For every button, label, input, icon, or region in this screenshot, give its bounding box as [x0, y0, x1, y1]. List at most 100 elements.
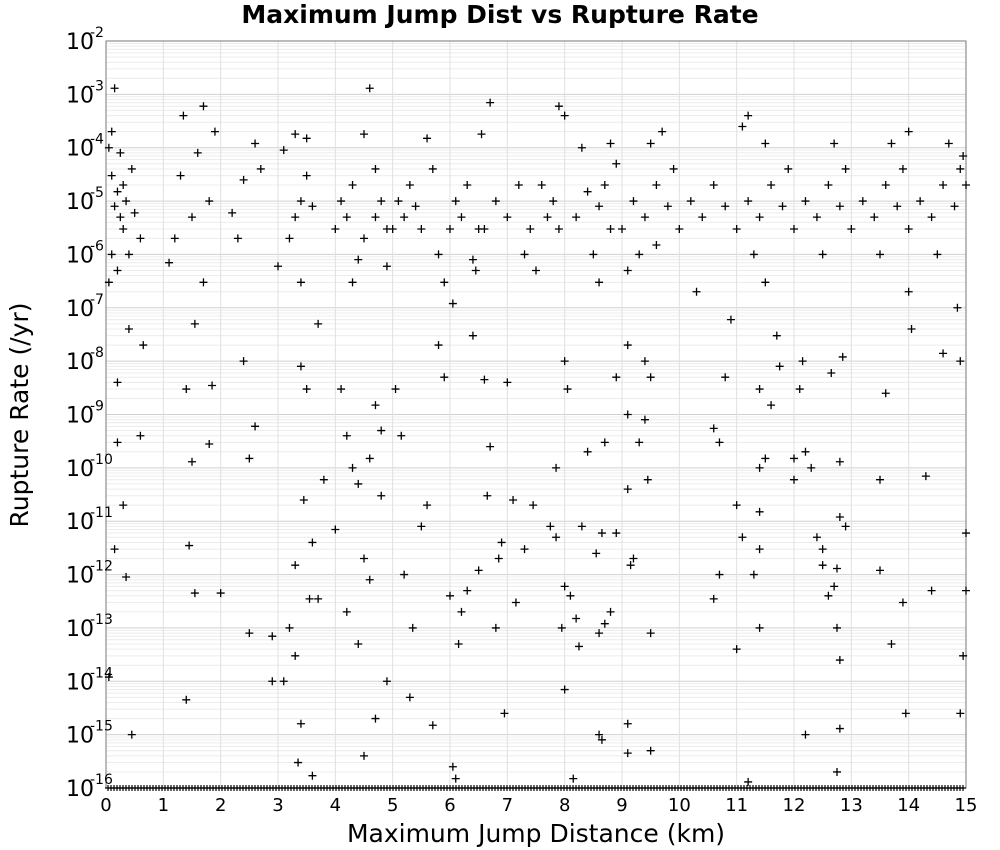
data-point — [956, 357, 965, 366]
data-point — [595, 629, 604, 638]
data-point — [520, 250, 529, 259]
data-point — [107, 250, 116, 259]
data-point — [119, 501, 128, 510]
data-point — [554, 102, 563, 111]
data-point — [360, 130, 368, 139]
data-points — [104, 84, 970, 791]
data-point — [104, 673, 113, 682]
data-point — [205, 439, 214, 448]
y-tick-exponent: -4 — [90, 132, 104, 148]
data-point — [305, 594, 314, 603]
data-point — [606, 607, 615, 616]
data-point — [107, 127, 116, 136]
x-tick-label: 2 — [215, 795, 226, 816]
data-point — [124, 250, 133, 259]
data-point — [365, 575, 374, 584]
data-point — [491, 623, 500, 632]
y-tick-label: 10-7 — [66, 292, 104, 322]
data-point — [480, 375, 489, 384]
data-point — [732, 501, 741, 510]
data-point — [597, 529, 606, 538]
y-tick-exponent: -8 — [90, 345, 104, 361]
y-tick-exponent: -15 — [90, 719, 113, 735]
data-point — [801, 447, 810, 456]
data-point — [122, 197, 131, 206]
x-tick-label: 9 — [616, 795, 627, 816]
data-point — [463, 181, 472, 190]
x-axis-ticks: 0 1 2 3 4 5 6 7 8 9 10 11 12 13 14 15 — [100, 795, 977, 816]
data-point — [907, 325, 916, 334]
data-point — [563, 385, 572, 394]
y-tick-label: 10-15 — [66, 719, 113, 749]
data-point — [491, 197, 500, 206]
y-tick-label: 10-13 — [66, 612, 113, 642]
y-tick-label: 10-8 — [66, 345, 104, 375]
data-point — [110, 545, 119, 554]
y-tick-label: 10-10 — [66, 452, 113, 482]
data-point — [354, 639, 363, 648]
data-point — [371, 213, 380, 222]
data-point — [904, 224, 913, 233]
data-point — [575, 642, 583, 651]
data-point — [474, 566, 483, 575]
data-point — [377, 426, 386, 435]
data-point — [835, 202, 844, 211]
data-point — [480, 224, 489, 233]
data-point — [732, 224, 741, 233]
data-point — [646, 373, 655, 382]
data-point — [755, 623, 764, 632]
data-point — [428, 721, 437, 730]
data-point — [572, 614, 581, 623]
data-point — [256, 164, 265, 173]
data-point — [526, 224, 535, 233]
y-tick-base: 10 — [66, 350, 94, 375]
data-point — [572, 213, 581, 222]
data-point — [170, 234, 179, 243]
data-point — [400, 570, 409, 579]
data-point — [618, 224, 626, 233]
data-point — [348, 278, 357, 287]
data-point — [529, 501, 538, 510]
data-point — [477, 130, 486, 139]
data-point — [790, 454, 798, 463]
data-point — [279, 677, 288, 686]
data-point — [916, 197, 925, 206]
data-point — [824, 591, 833, 600]
data-point — [428, 164, 437, 173]
data-point — [520, 545, 529, 554]
data-point — [448, 762, 457, 771]
data-point — [434, 250, 443, 259]
data-point — [901, 709, 910, 718]
data-point — [199, 102, 208, 111]
data-point — [646, 746, 655, 755]
data-point — [331, 224, 340, 233]
data-point — [354, 255, 363, 264]
data-point — [887, 639, 896, 648]
data-point — [342, 607, 351, 616]
data-point — [715, 438, 724, 447]
data-point — [371, 401, 380, 410]
data-point — [302, 171, 311, 180]
data-point — [592, 549, 601, 558]
data-point — [898, 164, 907, 173]
data-point — [959, 651, 968, 660]
y-tick-label: 10-12 — [66, 559, 113, 589]
data-point — [595, 730, 604, 739]
data-point — [623, 410, 632, 419]
data-point — [597, 735, 606, 744]
data-point — [296, 362, 305, 371]
data-point — [107, 171, 116, 180]
data-point — [251, 139, 260, 148]
data-point — [302, 385, 311, 394]
data-point — [692, 287, 701, 296]
data-point — [893, 202, 902, 211]
data-point — [569, 774, 578, 783]
data-point — [331, 525, 340, 534]
data-point — [595, 202, 604, 211]
data-point — [382, 262, 391, 271]
data-point — [881, 389, 890, 398]
y-tick-label: 10-9 — [66, 399, 104, 429]
y-tick-label: 10-6 — [66, 238, 104, 268]
y-axis-label: Rupture Rate (/yr) — [5, 303, 34, 528]
